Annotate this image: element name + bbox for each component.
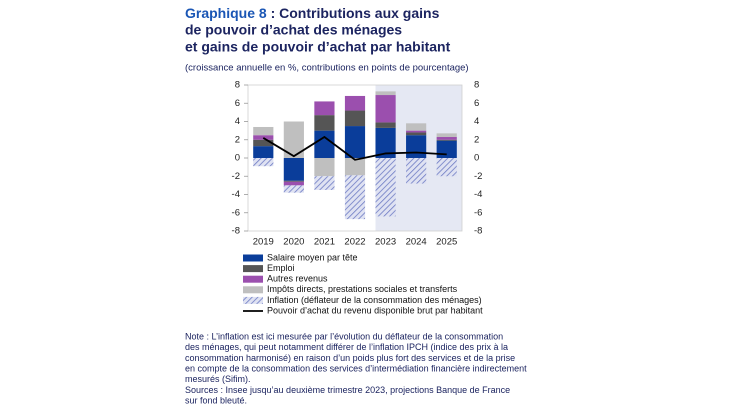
bar-segment [253,139,274,147]
bar-segment [253,146,274,158]
x-tick-label: 2020 [283,237,304,248]
note-line: mesurés (Sifim). [185,374,251,384]
y2-tick-label: 0 [474,153,479,164]
y-tick-label: -8 [232,226,240,237]
bar-segment [436,158,457,177]
y2-tick-label: 2 [474,134,479,145]
bar-segment [344,175,366,220]
y2-tick-label: -2 [474,171,482,182]
bar-segment [344,126,366,158]
x-tick-label: 2021 [314,237,335,248]
bar-segment [436,133,457,138]
note-line: en compte de la consommation des service… [185,363,527,373]
y-tick-label: -6 [232,207,240,218]
legend-swatch [243,254,263,262]
y-tick-label: 8 [235,80,240,91]
legend-swatch [243,275,263,283]
x-tick-label: 2019 [253,237,274,248]
legend-label: Autres revenus [267,274,328,284]
note-line: des ménages, qui peut notamment différer… [185,342,508,352]
bar-segment [314,115,335,131]
legend-swatch [243,286,263,294]
legend-label: Impôts directs, prestations sociales et … [267,284,458,294]
bar-segment [375,95,396,123]
bar-segment [436,140,457,158]
bar-segment [375,158,396,217]
bar-segment [375,127,396,158]
legend-label: Pouvoir d’achat du revenu disponible bru… [267,305,483,315]
bar-segment [406,158,427,184]
y-tick-label: 4 [235,116,240,127]
bar-segment [314,101,335,116]
title-line: de pouvoir d’achat des ménages [185,22,402,38]
title-line: : Contributions aux gains [267,5,440,21]
x-tick-label: 2023 [375,237,396,248]
bar-segment [283,181,304,186]
bar-segment [375,91,396,96]
bar-segment [406,123,427,131]
bar-segment [375,122,396,128]
legend-label: Inflation (déflateur de la consommation … [267,295,482,305]
legend-swatch [243,265,263,273]
bar-segment [406,130,427,133]
bar-segment [283,158,304,181]
x-tick-label: 2022 [344,237,365,248]
y-tick-label: -4 [232,189,240,200]
note-line: sur fond bleuté. [185,396,247,406]
note-line: Note : L’inflation est ici mesurée par l… [185,331,503,341]
title-label: Graphique 8 [185,5,267,21]
y2-tick-label: -4 [474,189,482,200]
bar-segment [314,158,335,177]
chart-subtitle: (croissance annuelle en %, contributions… [185,63,469,74]
title-line: et gains de pouvoir d’achat par habitant [185,39,451,55]
bar-segment [344,158,366,176]
bar-segment [253,158,274,167]
bar-segment [436,139,457,141]
y-tick-label: 2 [235,134,240,145]
y2-tick-label: 6 [474,98,479,109]
note-line: consommation harmonisé) en raison d’un p… [185,353,515,363]
y2-tick-label: -6 [474,207,482,218]
legend-swatch [243,296,263,304]
y-tick-label: 6 [235,98,240,109]
bar-segment [406,132,427,136]
note-line: Sources : Insee jusqu’au deuxième trimes… [185,385,510,395]
bar-segment [283,180,304,182]
line-series [262,135,447,161]
y2-tick-label: 4 [474,116,479,127]
bar-segment [406,135,427,158]
bar-segment [344,95,366,111]
y2-tick-label: 8 [474,80,479,91]
y-tick-label: 0 [235,153,240,164]
y2-tick-label: -8 [474,226,482,237]
chart-title: Graphique 8 : Contributions aux gains [185,5,440,21]
bar-segment [314,176,335,190]
bar-segment [283,121,304,158]
bar-segment [253,135,274,140]
legend-label: Emploi [267,263,295,273]
bar-segment [283,185,304,193]
legend-label: Salaire moyen par tête [267,252,358,262]
bar-segment [314,130,335,158]
x-tick-label: 2024 [406,237,427,248]
bar-segment [344,110,366,127]
bar-segment [253,126,274,136]
bar-segment [436,137,457,140]
y-tick-label: -2 [232,171,240,182]
x-tick-label: 2025 [436,237,457,248]
